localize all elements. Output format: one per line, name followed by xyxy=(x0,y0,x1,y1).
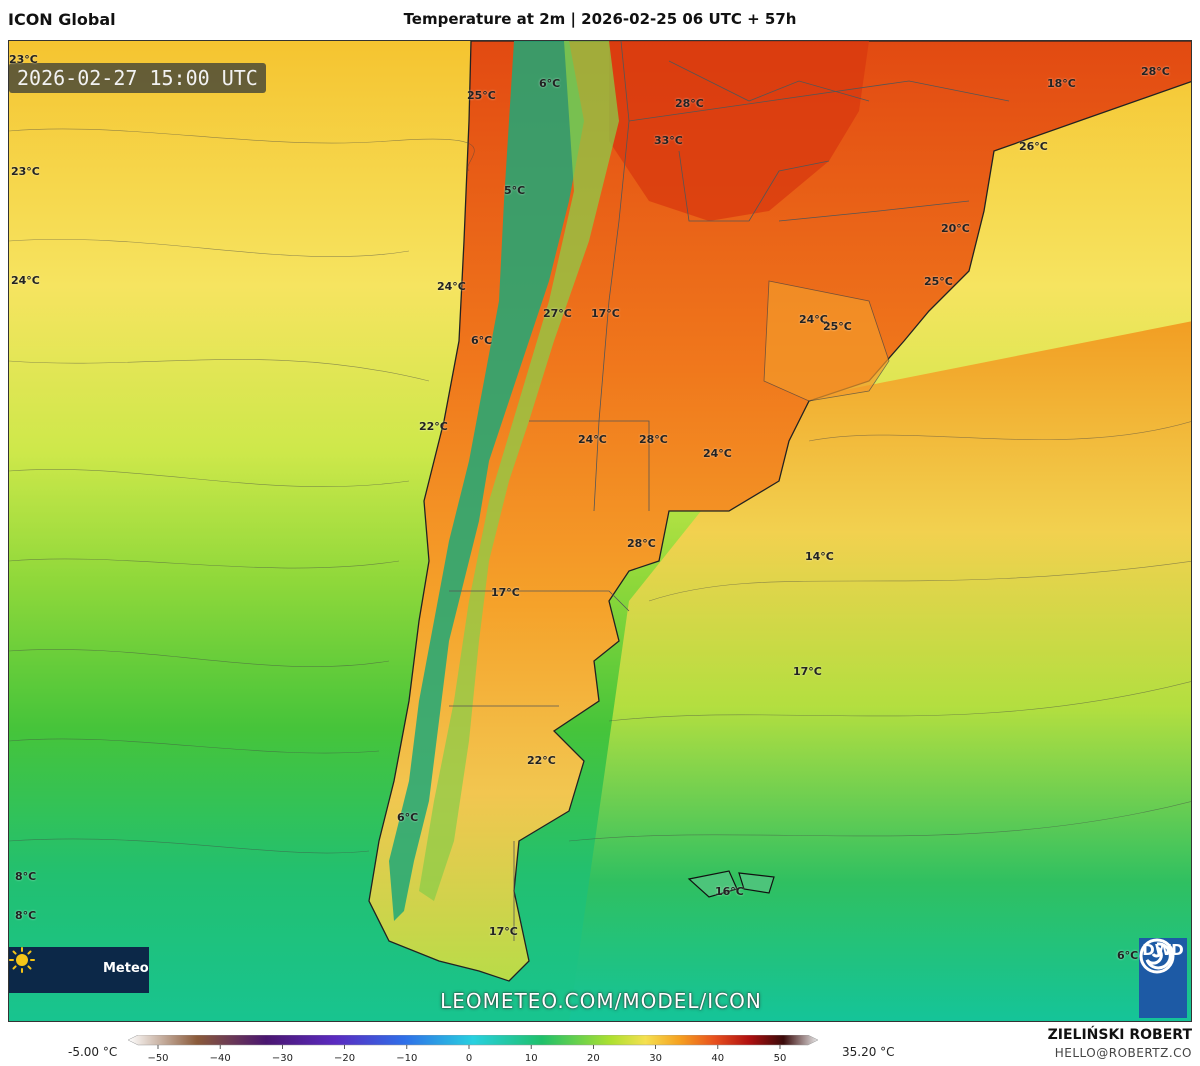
temp-label: 6°C xyxy=(397,811,419,824)
temp-label: 16°C xyxy=(715,885,744,898)
temp-label: 27°C xyxy=(543,307,572,320)
color-legend: −50 −40 −30 −20 −10 0 10 20 30 40 50 xyxy=(128,1035,819,1064)
author-name: ZIELIŃSKI ROBERT xyxy=(1047,1027,1192,1043)
temp-label: 25°C xyxy=(467,89,496,102)
temp-label: 8°C xyxy=(15,909,37,922)
uruguay-region xyxy=(763,280,890,402)
temp-label: 24°C xyxy=(437,280,466,293)
temp-label: 28°C xyxy=(627,537,656,550)
temp-label: 24°C xyxy=(11,274,40,287)
colorbar-strip xyxy=(128,1035,819,1046)
temp-label: 6°C xyxy=(539,77,561,90)
temperature-map: 2026-02-27 15:00 UTC 23°C 23°C 24°C 25°C… xyxy=(8,40,1192,1022)
temp-label: 22°C xyxy=(527,754,556,767)
brand-text: Meteo xyxy=(103,961,149,976)
temp-label: 17°C xyxy=(491,586,520,599)
temp-label: 6°C xyxy=(471,334,493,347)
map-title: Temperature at 2m | 2026-02-25 06 UTC + … xyxy=(403,10,797,28)
colorbar-tick-label: 30 xyxy=(649,1053,662,1064)
colorbar-tick-label: 20 xyxy=(587,1053,600,1064)
watermark-url: LEOMETEO.COM/MODEL/ICON xyxy=(440,989,762,1013)
colorbar-tick-label: 50 xyxy=(774,1053,787,1064)
temp-label: 23°C xyxy=(11,165,40,178)
colorbar-tick-label: −10 xyxy=(396,1053,417,1064)
map-canvas xyxy=(9,41,1191,1021)
valid-time-stamp: 2026-02-27 15:00 UTC xyxy=(9,63,266,93)
temp-label: 22°C xyxy=(419,420,448,433)
meteo-brand-box: Meteo xyxy=(9,947,149,993)
isotherm-lines xyxy=(9,128,1191,854)
falkland-islands xyxy=(687,870,775,898)
temp-label: 6°C xyxy=(1117,949,1139,962)
temp-label: 28°C xyxy=(639,433,668,446)
colorbar-tick-label: −40 xyxy=(210,1053,231,1064)
andes-mid-band xyxy=(419,41,619,901)
temp-label: 25°C xyxy=(924,275,953,288)
temp-label: 17°C xyxy=(591,307,620,320)
temp-label: 18°C xyxy=(1047,77,1076,90)
country-borders xyxy=(449,41,1010,941)
legend-max-label: 35.20 °C xyxy=(842,1045,895,1059)
model-name: ICON Global xyxy=(8,10,116,29)
temp-label: 28°C xyxy=(1141,65,1170,78)
temp-label: 23°C xyxy=(9,53,38,66)
dwd-logo: DWD xyxy=(1139,938,1187,1018)
temp-label: 24°C xyxy=(799,313,828,326)
colorbar-tick-label: −20 xyxy=(334,1053,355,1064)
colorbar-tick-label: 0 xyxy=(466,1053,472,1064)
author-email: HELLO@ROBERTZ.CO xyxy=(1054,1046,1192,1060)
temp-label: 14°C xyxy=(805,550,834,563)
temp-label: 5°C xyxy=(504,184,526,197)
colorbar-tick-label: 10 xyxy=(525,1053,538,1064)
temp-label: 24°C xyxy=(703,447,732,460)
temp-label: 17°C xyxy=(793,665,822,678)
legend-min-label: -5.00 °C xyxy=(68,1045,118,1059)
swirl-icon xyxy=(1139,938,1175,974)
colorbar-tick-label: −30 xyxy=(272,1053,293,1064)
temp-label: 20°C xyxy=(941,222,970,235)
temp-label: 33°C xyxy=(654,134,683,147)
temp-label: 8°C xyxy=(15,870,37,883)
temp-label: 17°C xyxy=(489,925,518,938)
hot-core-zone xyxy=(609,41,869,221)
temp-label: 25°C xyxy=(823,320,852,333)
temp-label: 28°C xyxy=(675,97,704,110)
colorbar-tick-label: −50 xyxy=(147,1053,168,1064)
temp-label: 26°C xyxy=(1019,140,1048,153)
andes-cold-band xyxy=(389,41,584,921)
temp-label: 24°C xyxy=(578,433,607,446)
colorbar-tick-label: 40 xyxy=(711,1053,724,1064)
sun-icon xyxy=(9,947,35,973)
